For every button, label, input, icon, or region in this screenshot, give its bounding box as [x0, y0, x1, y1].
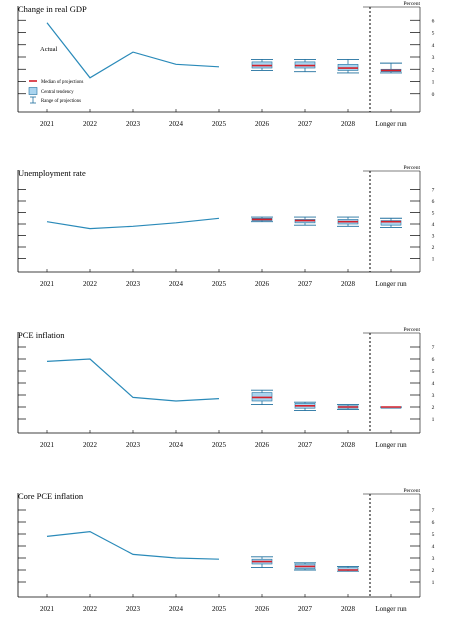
unit-label: Percent	[404, 1, 421, 7]
y-tick-label: 7	[432, 345, 435, 351]
y-tick-label: 6	[432, 18, 435, 24]
y-tick-label: 3	[432, 556, 435, 562]
y-tick-label: 6	[432, 520, 435, 526]
panel-title: Change in real GDP	[18, 4, 87, 14]
x-tick-label: 2021	[40, 441, 55, 449]
panel-title: Core PCE inflation	[18, 491, 84, 501]
x-tick-label: 2025	[212, 441, 227, 449]
x-tick-label: 2022	[83, 605, 98, 613]
x-tick-label: 2023	[126, 605, 141, 613]
x-tick-label: 2021	[40, 605, 55, 613]
x-tick-label: 2025	[212, 280, 227, 288]
y-tick-label: 3	[432, 234, 435, 240]
x-tick-label: 2023	[126, 120, 141, 128]
y-tick-label: 1	[432, 257, 435, 263]
chart-panel-3: PCE inflation Percent 1 2 3 4 5 6 7 2021 2022 2023 2…	[17, 327, 435, 449]
y-tick-label: 3	[432, 55, 435, 61]
y-tick-label: 5	[432, 211, 435, 217]
y-tick-label: 1	[432, 417, 435, 423]
y-tick-label: 5	[432, 532, 435, 538]
panel-title: PCE inflation	[18, 330, 65, 340]
legend: Median of projections Central tendency Ran…	[28, 80, 83, 104]
unit-label: Percent	[404, 327, 421, 333]
x-tick-label: 2028	[341, 280, 356, 288]
chart-panel-1: Change in real GDP Percent 0 1 2 3 4 5 6 2021 2022…	[17, 1, 435, 128]
x-tick-label: 2024	[169, 280, 184, 288]
x-tick-label: 2023	[126, 280, 141, 288]
y-tick-label: 1	[432, 580, 435, 586]
x-tick-label: 2024	[169, 605, 184, 613]
x-tick-label: Longer run	[375, 120, 407, 128]
y-tick-label: 4	[432, 544, 435, 550]
unit-label: Percent	[404, 165, 421, 171]
x-tick-label: 2024	[169, 120, 184, 128]
y-tick-label: 0	[432, 92, 435, 98]
y-tick-label: 6	[432, 199, 435, 205]
x-tick-label: 2021	[40, 280, 55, 288]
x-tick-label: 2026	[255, 280, 270, 288]
y-tick-label: 4	[432, 381, 435, 387]
x-tick-label: 2021	[40, 120, 55, 128]
x-tick-label: 2022	[83, 441, 98, 449]
x-tick-label: 2028	[341, 605, 356, 613]
x-tick-label: Longer run	[375, 441, 407, 449]
y-tick-label: 3	[432, 393, 435, 399]
actual-series-line	[46, 530, 220, 560]
y-tick-label: 5	[432, 369, 435, 375]
y-tick-label: 6	[432, 357, 435, 363]
y-tick-label: 2	[432, 568, 435, 574]
x-tick-label: 2025	[212, 605, 227, 613]
x-tick-label: 2024	[169, 441, 184, 449]
y-tick-label: 2	[432, 245, 435, 251]
legend-label: Central tendency	[41, 90, 74, 95]
series-label: Actual	[40, 46, 58, 53]
x-tick-label: 2027	[298, 441, 313, 449]
y-tick-label: 4	[432, 222, 435, 228]
y-tick-label: 7	[432, 188, 435, 194]
legend-label: Range of projections	[41, 99, 81, 104]
y-tick-label: 2	[432, 405, 435, 411]
legend-label: Median of projections	[41, 80, 83, 85]
x-tick-label: 2025	[212, 120, 227, 128]
x-tick-label: 2026	[255, 605, 270, 613]
x-tick-label: 2028	[341, 120, 356, 128]
x-tick-label: Longer run	[375, 605, 407, 613]
actual-series-line	[46, 22, 220, 79]
y-tick-label: 1	[432, 80, 435, 86]
x-tick-label: 2028	[341, 441, 356, 449]
x-tick-label: 2027	[298, 605, 313, 613]
unit-label: Percent	[404, 488, 421, 494]
panel-title: Unemployment rate	[18, 168, 86, 178]
x-tick-label: 2023	[126, 441, 141, 449]
x-tick-label: 2022	[83, 280, 98, 288]
x-tick-label: 2027	[298, 120, 313, 128]
x-tick-label: 2022	[83, 120, 98, 128]
central-tendency-box	[380, 220, 402, 226]
y-tick-label: 2	[432, 67, 435, 73]
chart-panel-4: Core PCE inflation Percent 1 2 3 4 5 6 7 2021 2022…	[17, 488, 435, 613]
actual-series-line	[46, 217, 220, 230]
y-tick-label: 4	[432, 43, 435, 49]
y-tick-label: 5	[432, 31, 435, 37]
x-tick-label: 2027	[298, 280, 313, 288]
x-tick-label: 2026	[255, 120, 270, 128]
chart-panel-2: Unemployment rate Percent 1 2 3 4 5 6 7 2021 2022 2…	[17, 165, 435, 288]
actual-series-line	[46, 358, 220, 402]
legend-central-swatch	[28, 87, 38, 95]
x-tick-label: 2026	[255, 441, 270, 449]
y-tick-label: 7	[432, 508, 435, 514]
x-tick-label: Longer run	[375, 280, 407, 288]
